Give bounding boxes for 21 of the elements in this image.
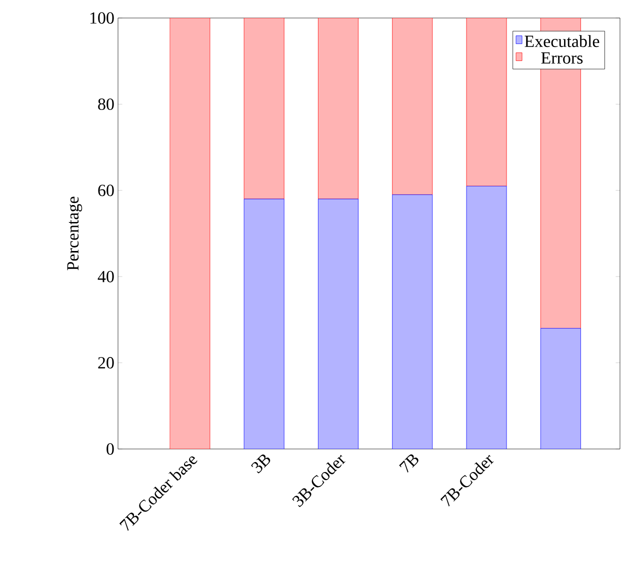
legend-label: Executable (524, 35, 600, 48)
bar (466, 18, 507, 186)
x-tick-label: 3B (251, 454, 270, 474)
y-axis-title: Percentage (67, 196, 82, 270)
bar (466, 186, 507, 449)
bar (170, 18, 210, 449)
bar (392, 194, 433, 449)
y-tick-label: 80 (98, 98, 114, 110)
bar (318, 18, 358, 200)
bar (318, 198, 358, 449)
y-tick-label: 20 (98, 357, 114, 369)
bar (244, 198, 284, 449)
x-tick-label: 7B (399, 454, 418, 473)
legend-label: Errors (541, 52, 583, 64)
y-tick-label: 100 (90, 12, 114, 24)
bar (392, 18, 433, 195)
y-tick-label: 60 (98, 184, 114, 196)
bar (244, 18, 284, 200)
bar (540, 328, 581, 449)
y-tick-label: 40 (98, 270, 114, 282)
y-tick-label: 0 (106, 443, 114, 455)
